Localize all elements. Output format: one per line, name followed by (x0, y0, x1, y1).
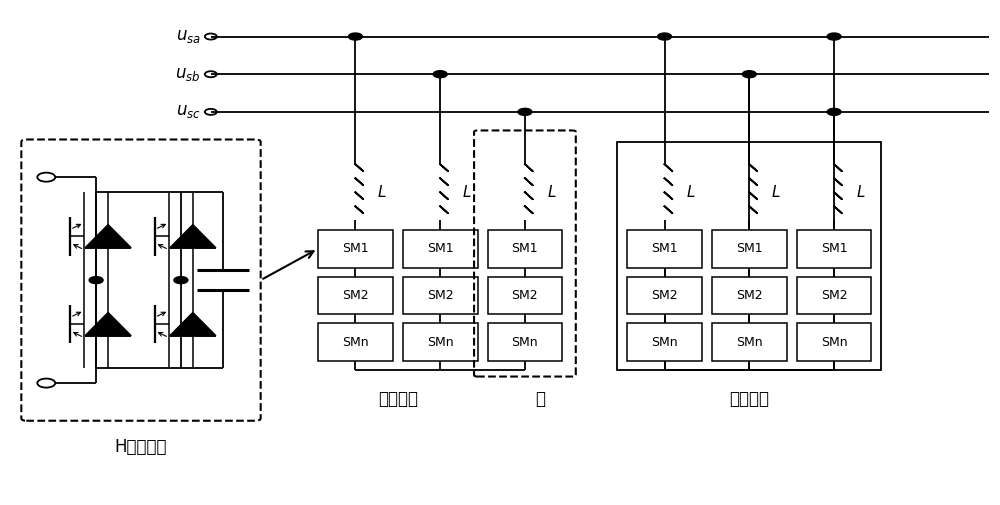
Text: SM2: SM2 (736, 289, 763, 302)
Text: SMn: SMn (821, 336, 847, 348)
Text: $L$: $L$ (377, 184, 387, 200)
Polygon shape (170, 225, 216, 248)
Bar (712, 277, 787, 314)
Text: SMn: SMn (736, 336, 763, 348)
Text: $L$: $L$ (771, 184, 781, 200)
Text: $L$: $L$ (686, 184, 696, 200)
Bar (797, 323, 871, 361)
Text: SM1: SM1 (651, 242, 678, 255)
Text: $L$: $L$ (547, 184, 556, 200)
Text: SM2: SM2 (342, 289, 369, 302)
Polygon shape (170, 313, 216, 336)
Circle shape (827, 33, 841, 40)
Text: H桥子模块: H桥子模块 (115, 438, 167, 457)
Bar (318, 277, 393, 314)
Polygon shape (85, 225, 131, 248)
Text: $u_{sc}$: $u_{sc}$ (176, 104, 201, 120)
Text: 星型拓扑: 星型拓扑 (378, 390, 418, 408)
Bar (488, 323, 562, 361)
Circle shape (827, 109, 841, 116)
Circle shape (742, 71, 756, 78)
Text: SM2: SM2 (821, 289, 847, 302)
Text: SM1: SM1 (821, 242, 847, 255)
Polygon shape (85, 313, 131, 336)
Circle shape (518, 109, 532, 116)
Circle shape (433, 71, 447, 78)
Bar (627, 323, 702, 361)
Text: SMn: SMn (427, 336, 453, 348)
Text: $u_{sa}$: $u_{sa}$ (176, 28, 201, 45)
Circle shape (89, 277, 103, 284)
Text: SM2: SM2 (427, 289, 453, 302)
Bar (712, 230, 787, 268)
Bar (488, 277, 562, 314)
Text: 链: 链 (535, 390, 545, 408)
Text: SMn: SMn (512, 336, 538, 348)
Text: SMn: SMn (342, 336, 369, 348)
Bar (797, 277, 871, 314)
Bar (712, 323, 787, 361)
Bar (403, 230, 478, 268)
Text: SM1: SM1 (736, 242, 763, 255)
Text: SMn: SMn (651, 336, 678, 348)
Text: $u_{sb}$: $u_{sb}$ (175, 66, 201, 83)
Text: SM2: SM2 (512, 289, 538, 302)
Text: SM2: SM2 (651, 289, 678, 302)
Bar (627, 230, 702, 268)
Bar (617, 142, 881, 370)
Text: SM1: SM1 (427, 242, 453, 255)
Bar (797, 230, 871, 268)
Circle shape (348, 33, 362, 40)
Text: $L$: $L$ (462, 184, 472, 200)
Bar (627, 277, 702, 314)
Bar (488, 230, 562, 268)
Text: SM1: SM1 (342, 242, 369, 255)
Bar (318, 230, 393, 268)
Text: $L$: $L$ (856, 184, 866, 200)
FancyBboxPatch shape (21, 139, 261, 421)
Bar (318, 323, 393, 361)
Bar (403, 277, 478, 314)
Circle shape (174, 277, 188, 284)
Text: SM1: SM1 (512, 242, 538, 255)
Circle shape (658, 33, 672, 40)
Text: 角型拓扑: 角型拓扑 (729, 390, 769, 408)
Bar (403, 323, 478, 361)
